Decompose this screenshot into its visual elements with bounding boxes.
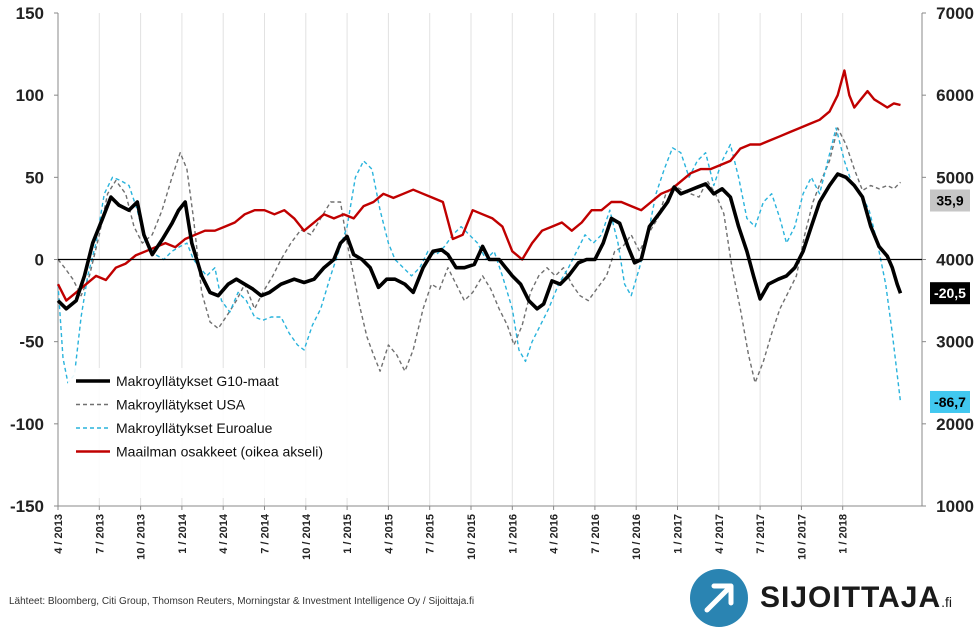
x-tick-label: 10 / 2015	[466, 514, 478, 560]
y-left-tick-label: -100	[10, 415, 44, 434]
legend: Makroyllätykset G10-maat Makroyllätykset …	[68, 368, 368, 498]
y-left-tick-label: 0	[35, 251, 44, 270]
x-tick-label: 7 / 2015	[425, 514, 437, 554]
x-tick-label: 7 / 2016	[590, 514, 602, 554]
y-right-tick-label: 4000	[936, 251, 974, 270]
end-value-label: 35,9	[936, 193, 963, 209]
y-right-tick-label: 5000	[936, 168, 974, 187]
x-axis-ticks: 4 / 2013 7 / 2013 10 / 2013 1 / 2014 4 / 201…	[53, 506, 850, 560]
series-line-1	[57, 127, 901, 384]
y-right-tick-label: 1000	[936, 497, 974, 516]
legend-item-label: Makroyllätykset G10-maat	[116, 373, 279, 389]
x-tick-label: 7 / 2017	[755, 514, 767, 554]
series-line-2	[57, 127, 902, 403]
x-tick-label: 10 / 2016	[631, 514, 643, 560]
y-axis-right-ticks: 7000 6000 5000 4000 3000 2000 1000	[922, 4, 974, 516]
x-tick-label: 10 / 2017	[796, 514, 808, 560]
y-right-tick-label: 3000	[936, 333, 974, 352]
source-note: Lähteet: Bloomberg, Citi Group, Thomson …	[9, 596, 475, 607]
y-left-tick-label: 50	[25, 168, 44, 187]
end-value-labels: 35,9 -20,5 -86,7	[930, 189, 970, 413]
y-left-tick-label: -150	[10, 497, 44, 516]
x-tick-label: 1 / 2015	[342, 514, 354, 554]
series-line-3	[56, 69, 901, 302]
logo-wordmark: SIJOITTAJA.fi	[760, 581, 952, 615]
x-tick-label: 4 / 2014	[218, 513, 230, 554]
end-value-badge	[930, 189, 970, 212]
end-value-badge	[930, 282, 970, 305]
y-left-tick-label: -50	[19, 333, 44, 352]
legend-item-label: Maailman osakkeet (oikea akseli)	[116, 444, 323, 460]
legend-item-label: Makroyllätykset USA	[116, 397, 246, 413]
end-value-badge	[930, 390, 970, 413]
y-right-tick-label: 6000	[936, 86, 974, 105]
series-line-0	[56, 172, 903, 311]
x-tick-label: 1 / 2017	[673, 514, 685, 554]
series-lines	[56, 69, 903, 403]
x-tick-label: 7 / 2014	[260, 513, 272, 554]
x-tick-label: 4 / 2015	[383, 514, 395, 554]
x-tick-label: 7 / 2013	[94, 514, 106, 554]
x-tick-label: 10 / 2014	[301, 513, 313, 560]
y-left-tick-label: 100	[16, 86, 44, 105]
logo-suffix: .fi	[941, 594, 953, 610]
x-tick-label: 4 / 2017	[714, 514, 726, 554]
y-left-tick-label: 150	[16, 4, 44, 23]
x-tick-label: 4 / 2013	[53, 514, 65, 554]
y-axis-left-ticks: 150 100 50 0 -50 -100 -150	[10, 4, 58, 516]
legend-item-label: Makroyllätykset Euroalue	[116, 420, 273, 436]
sijoittaja-logo: SIJOITTAJA.fi	[690, 569, 952, 627]
x-tick-label: 4 / 2016	[549, 514, 561, 554]
y-right-tick-label: 2000	[936, 415, 974, 434]
arrow-up-right-icon	[690, 569, 748, 627]
x-tick-label: 1 / 2014	[177, 513, 189, 554]
x-tick-label: 1 / 2018	[838, 514, 850, 554]
legend-box	[68, 368, 368, 498]
logo-word: SIJOITTAJA	[760, 581, 942, 614]
x-tick-label: 10 / 2013	[136, 514, 148, 560]
x-tick-label: 1 / 2016	[507, 514, 519, 554]
end-value-label: -20,5	[934, 285, 966, 301]
end-value-label: -86,7	[934, 394, 966, 410]
y-right-tick-label: 7000	[936, 4, 974, 23]
